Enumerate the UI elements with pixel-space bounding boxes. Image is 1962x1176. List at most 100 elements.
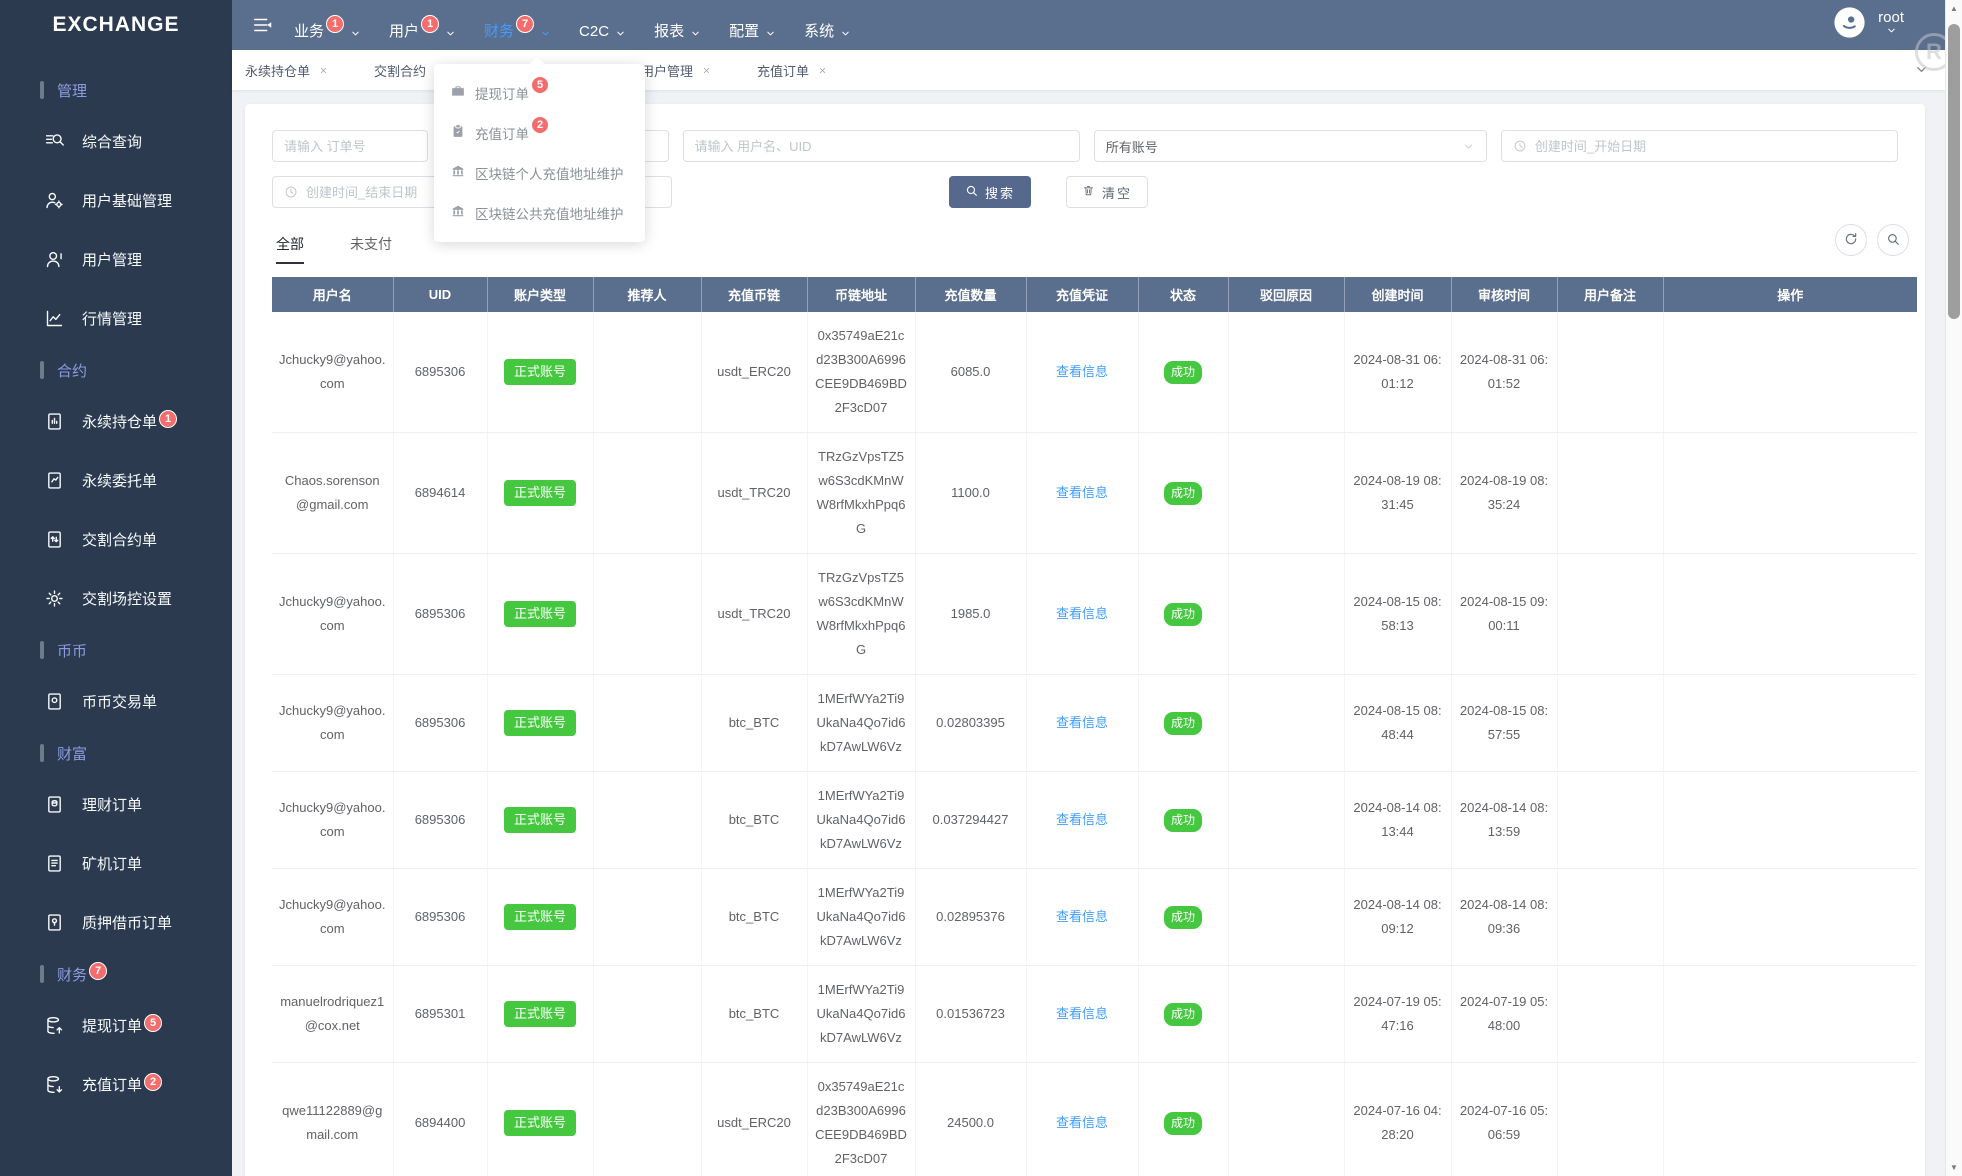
nav-menu-item[interactable]: 业务 1 [294,7,361,43]
order-no-field[interactable] [272,130,428,162]
sidebar-section-label: 合约 [57,362,88,380]
cell-remark [1557,432,1664,554]
cell-chain: usdt_ERC20 [701,312,808,433]
cell-address: TRzGzVpsTZ5w6S3cdKMnWW8rfMkxhPpq6G [807,432,916,554]
search-list-icon [44,131,66,153]
sidebar-item[interactable]: 理财订单 [0,775,232,834]
cell-address: 1MErfWYa2Ti9UkaNa4Qo7id6kD7AwLW6Vz [807,868,916,966]
nav-menu-item[interactable]: 系统 [804,7,851,43]
sidebar-item[interactable]: 质押借币订单 [0,893,232,952]
account-type-badge: 正式账号 [503,359,576,385]
view-info-link[interactable]: 查看信息 [1055,606,1108,621]
username-field[interactable] [682,130,1080,162]
nav-menu-item[interactable]: 报表 [654,7,701,43]
cell-amount: 24500.0 [915,1062,1027,1176]
sidebar-item[interactable]: 行情管理 [0,289,232,348]
scrollbar-thumb[interactable] [1948,24,1960,319]
nav-menu-item[interactable]: 财务 7 [484,7,551,43]
tabs-dropdown-button[interactable] [1914,62,1929,82]
nav-menu-item[interactable]: C2C [579,7,626,43]
cell-chain: btc_BTC [701,868,808,966]
cell-audited-at: 2024-08-14 08:13:59 [1451,771,1558,869]
date-start-input[interactable] [1534,138,1887,154]
table-row: qwe11122889@gmail.com 6894400 正式账号 usdt_ERC… [272,1062,1917,1176]
cell-amount: 1100.0 [915,432,1027,554]
database-up-icon [44,1015,66,1037]
dropdown-item[interactable]: 充值订单 2 [434,113,645,153]
close-icon[interactable] [319,66,328,75]
vertical-scrollbar[interactable]: ▲ ▼ [1945,0,1962,1176]
page-tab[interactable]: 充值订单 [757,50,827,90]
status-badge: 成功 [1163,482,1202,505]
cell-amount: 0.037294427 [915,771,1027,869]
scroll-down-arrow[interactable]: ▼ [1950,1163,1958,1172]
refresh-button[interactable] [1835,224,1867,256]
cell-referrer [593,771,702,869]
close-icon[interactable] [818,66,827,75]
page-tab-label: 充值订单 [757,63,810,79]
nav-menu-item[interactable]: 配置 [729,7,776,43]
sidebar-item-label: 用户基础管理 [82,193,173,210]
status-badge: 成功 [1163,809,1202,832]
database-down-icon [44,1074,66,1096]
table-row: Jchucky9@yahoo.com 6895306 正式账号 usdt_TRC20 T… [272,553,1917,675]
sidebar-section-title: 财务 7 [0,952,232,996]
page-tab[interactable]: 永续持仓单 [245,50,328,90]
search-button[interactable] [1877,224,1909,256]
dropdown-item[interactable]: 区块链公共充值地址维护 [434,193,645,233]
dropdown-item[interactable]: 提现订单 5 [434,73,645,113]
clear-button[interactable]: 清空 [1066,176,1149,208]
sidebar-item[interactable]: 交割场控设置 [0,569,232,628]
date-start-field[interactable] [1500,130,1899,162]
view-info-link[interactable]: 查看信息 [1055,715,1108,730]
sidebar-item[interactable]: 充值订单 2 [0,1055,232,1114]
cell-address: 1MErfWYa2Ti9UkaNa4Qo7id6kD7AwLW6Vz [807,771,916,869]
table-row: Jchucky9@yahoo.com 6895306 正式账号 usdt_ERC20 0… [272,312,1917,433]
cell-username: Chaos.sorenson@gmail.com [272,432,394,554]
clipboard-icon [451,124,465,138]
cell-account-type: 正式账号 [487,674,594,772]
sidebar-item-label: 用户管理 [82,252,143,269]
sidebar-item[interactable]: 提现订单 5 [0,996,232,1055]
navbar-user-area[interactable]: root [1833,0,1962,50]
cell-uid: 6895306 [393,771,488,869]
username-input[interactable] [694,138,1068,154]
view-info-link[interactable]: 查看信息 [1055,485,1108,500]
dropdown-item[interactable]: 区块链个人充值地址维护 [434,153,645,193]
tab-all[interactable]: 全部 [276,226,304,264]
sidebar-item[interactable]: 综合查询 [0,112,232,171]
nav-menu-item[interactable]: 用户 1 [389,7,456,43]
cell-account-type: 正式账号 [487,771,594,869]
column-header: 用户名 [272,277,394,312]
view-info-link[interactable]: 查看信息 [1055,909,1108,924]
cell-status: 成功 [1138,432,1229,554]
sidebar-collapse-button[interactable] [232,0,294,50]
search-button[interactable]: 搜索 [949,176,1032,208]
finance-dropdown-menu: 提现订单 5 充值订单 2 区块链个人充值地址维护 区块链公共充值地址维护 [434,64,645,242]
content-card: 所有账号 搜索 清空 [245,104,1925,1176]
view-info-link[interactable]: 查看信息 [1055,1115,1108,1130]
column-header: 推荐人 [593,277,702,312]
doc-finance-icon [44,794,66,816]
column-header: 充值凭证 [1026,277,1139,312]
order-no-input[interactable] [284,138,416,154]
cell-username: Jchucky9@yahoo.com [272,771,394,869]
sidebar-item[interactable]: 币币交易单 [0,672,232,731]
view-info-link[interactable]: 查看信息 [1055,364,1108,379]
close-icon[interactable] [702,66,711,75]
cell-referrer [593,553,702,675]
sidebar-item[interactable]: 永续委托单 [0,451,232,510]
count-badge: 2 [531,116,549,134]
sidebar-item[interactable]: 用户管理 [0,230,232,289]
view-info-link[interactable]: 查看信息 [1055,1006,1108,1021]
view-info-link[interactable]: 查看信息 [1055,812,1108,827]
scroll-up-arrow[interactable]: ▲ [1950,4,1958,13]
page-tab[interactable]: 用户管理 [641,50,711,90]
sidebar-item[interactable]: 永续持仓单 1 [0,392,232,451]
sidebar-item[interactable]: 交割合约单 [0,510,232,569]
account-select[interactable]: 所有账号 [1093,130,1487,162]
tab-unpaid[interactable]: 未支付 [350,236,392,252]
chevron-down-icon [350,26,361,43]
sidebar-item[interactable]: 矿机订单 [0,834,232,893]
sidebar-item[interactable]: 用户基础管理 [0,171,232,230]
